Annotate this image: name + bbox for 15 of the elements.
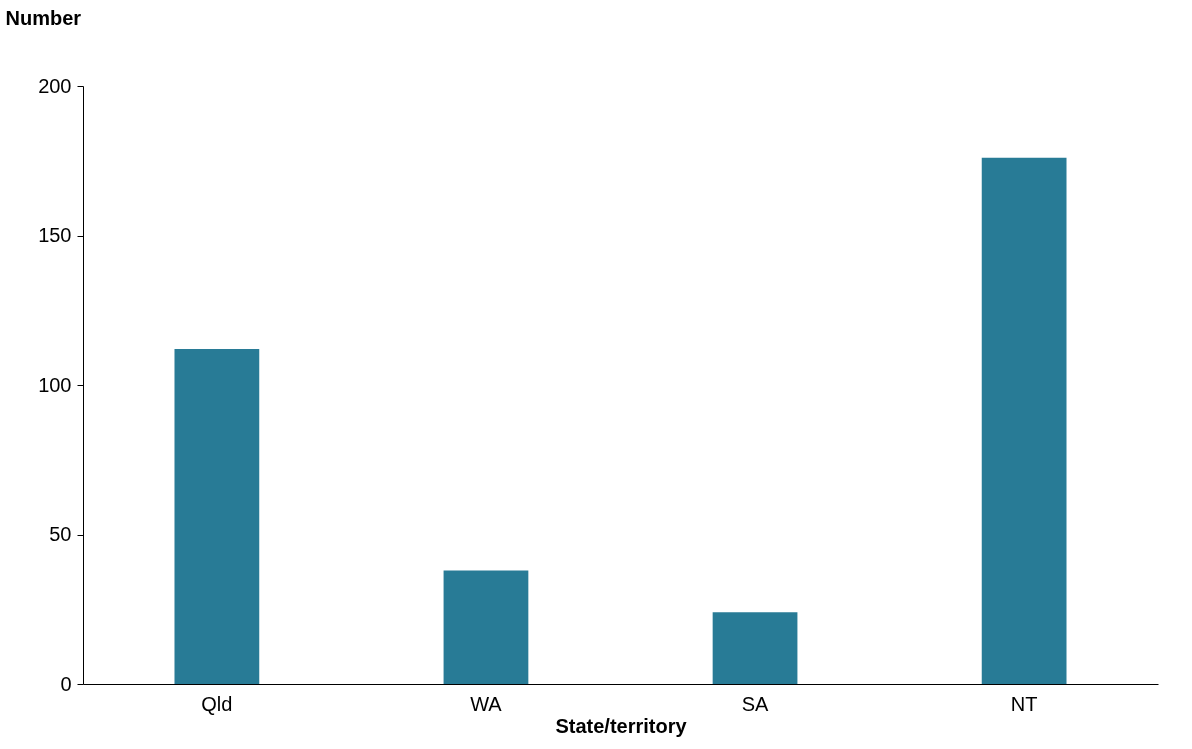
x-tick-label: WA [470, 692, 503, 715]
bar [443, 570, 529, 684]
x-tick-label: SA [741, 692, 770, 715]
y-tick-label: 100 [38, 373, 72, 396]
bar [712, 612, 798, 684]
y-tick-label: 150 [38, 224, 72, 246]
bar [981, 157, 1067, 684]
bar [174, 349, 260, 684]
y-axis-title: Number [5, 6, 82, 29]
x-axis-title: State/territory [555, 714, 688, 737]
y-tick-label: 0 [60, 672, 72, 695]
x-tick-label: Qld [201, 692, 233, 715]
y-tick-label: 50 [49, 523, 72, 545]
x-tick-label: NT [1010, 692, 1038, 715]
y-tick-label: 200 [38, 74, 72, 97]
